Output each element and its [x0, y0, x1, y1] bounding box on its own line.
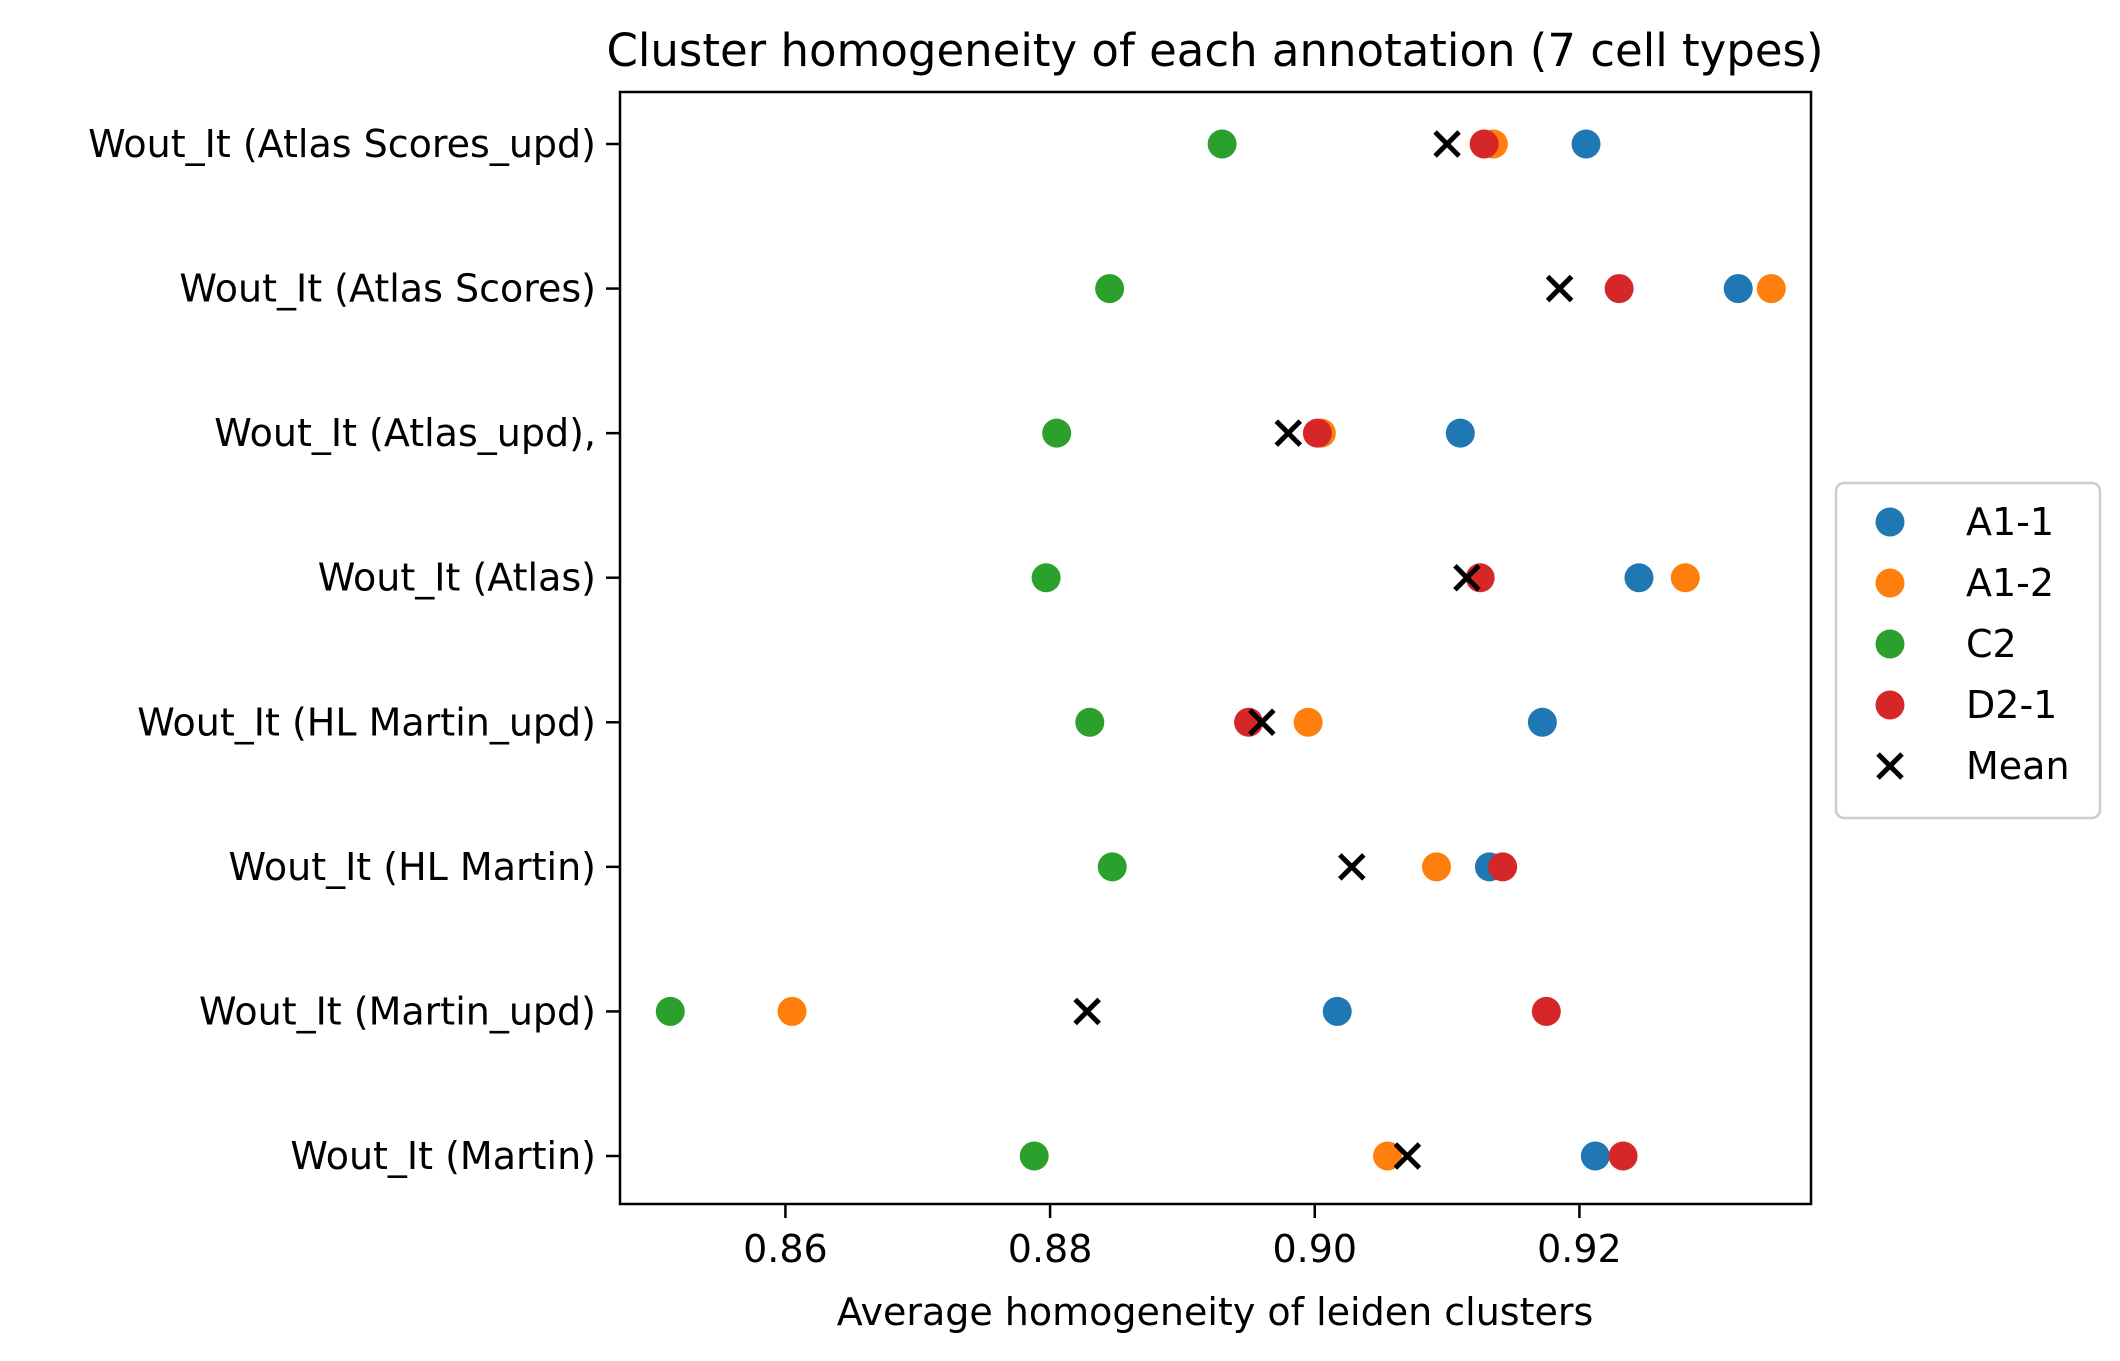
y-tick-label: Wout_It (Martin_upd): [199, 989, 596, 1033]
legend-marker-a1-2: [1875, 568, 1905, 598]
x-marker-stroke: [1274, 419, 1303, 447]
point-a1-1: [1527, 707, 1557, 737]
x-marker-stroke: [1073, 997, 1101, 1026]
point-mean: [1433, 130, 1461, 158]
legend-label-d2-1: D2-1: [1966, 683, 2057, 727]
x-tick-label: 0.92: [1537, 1227, 1622, 1271]
point-c2: [1097, 852, 1127, 882]
point-a1-2: [1373, 1141, 1403, 1171]
point-d2-1: [1608, 1141, 1638, 1171]
point-a1-1: [1445, 418, 1475, 448]
y-tick-label: Wout_It (Atlas): [318, 556, 596, 600]
point-a1-2: [1756, 274, 1786, 304]
y-tick-label: Wout_It (Atlas Scores): [179, 267, 596, 311]
legend-marker-d2-1: [1875, 690, 1905, 720]
point-d2-1: [1488, 852, 1518, 882]
y-tick-label: Wout_It (HL Martin): [229, 845, 596, 889]
x-tick-label: 0.86: [743, 1227, 828, 1271]
x-marker-stroke: [1545, 274, 1574, 303]
x-axis-ticks: 0.86 0.88 0.90 0.92: [743, 1204, 1622, 1271]
x-marker-stroke: [1393, 1142, 1422, 1170]
x-marker-stroke: [1338, 853, 1366, 881]
legend-frame: [1834, 481, 2102, 820]
point-c2: [1095, 274, 1125, 304]
y-axis-ticks: Wout_It (Atlas Scores_upd) Wout_It (Atlas…: [88, 122, 620, 1178]
point-a1-1: [1580, 1141, 1610, 1171]
legend: A1-1 A1-2 C2 D2-1 Mean: [1834, 481, 2102, 820]
x-marker-stroke: [1453, 563, 1481, 592]
x-marker-stroke: [1248, 708, 1276, 737]
point-mean: [1338, 853, 1366, 881]
point-a1-1: [1571, 129, 1601, 159]
point-a1-2: [1421, 852, 1451, 882]
point-mean: [1274, 419, 1303, 447]
x-tick-label: 0.88: [1008, 1227, 1093, 1271]
y-tick-label: Wout_It (Atlas_upd),: [214, 411, 596, 455]
legend-marker-a1-1: [1875, 507, 1905, 537]
legend-label-mean: Mean: [1966, 744, 2070, 788]
point-mean: [1248, 708, 1276, 737]
chart-title: Cluster homogeneity of each annotation (…: [606, 24, 1823, 77]
point-c2: [1075, 707, 1105, 737]
point-c2: [1019, 1141, 1049, 1171]
x-tick-label: 0.90: [1272, 1227, 1357, 1271]
point-mean: [1453, 563, 1481, 592]
point-a1-2: [777, 996, 807, 1026]
point-a1-2: [1293, 707, 1323, 737]
data-points: [655, 129, 1786, 1171]
x-axis-label: Average homogeneity of leiden clusters: [837, 1290, 1594, 1334]
point-a1-1: [1723, 274, 1753, 304]
point-c2: [655, 996, 685, 1026]
point-c2: [1031, 563, 1061, 593]
point-d2-1: [1604, 274, 1634, 304]
y-tick-label: Wout_It (HL Martin_upd): [137, 700, 596, 744]
legend-label-a1-1: A1-1: [1966, 500, 2054, 544]
point-d2-1: [1469, 129, 1499, 159]
point-c2: [1042, 418, 1072, 448]
legend-label-c2: C2: [1966, 622, 2017, 666]
point-d2-1: [1531, 996, 1561, 1026]
point-a1-1: [1624, 563, 1654, 593]
x-marker-stroke: [1433, 130, 1461, 158]
point-mean: [1073, 997, 1101, 1026]
legend-marker-c2: [1875, 629, 1905, 659]
legend-marker-mean: [1876, 752, 1904, 780]
point-a1-2: [1670, 563, 1700, 593]
x-marker-stroke: [1876, 752, 1904, 780]
point-c2: [1207, 129, 1237, 159]
point-d2-1: [1302, 418, 1332, 448]
plot-area-frame: [618, 90, 1813, 1206]
point-mean: [1393, 1142, 1422, 1170]
y-tick-label: Wout_It (Atlas Scores_upd): [88, 122, 596, 166]
legend-label-a1-2: A1-2: [1966, 561, 2054, 605]
y-tick-label: Wout_It (Martin): [290, 1134, 596, 1178]
point-mean: [1545, 274, 1574, 303]
point-a1-1: [1322, 996, 1352, 1026]
